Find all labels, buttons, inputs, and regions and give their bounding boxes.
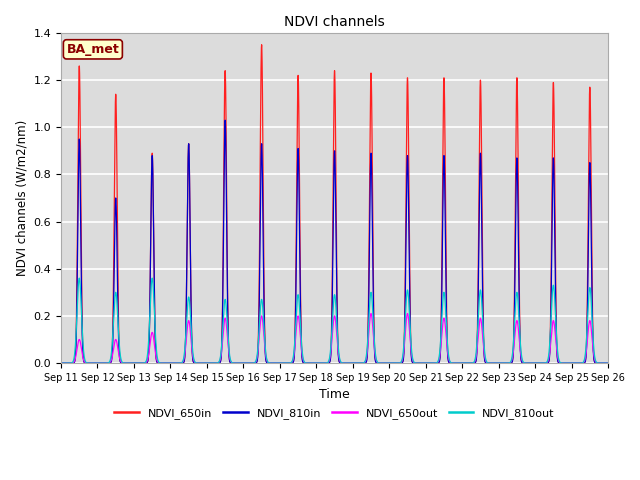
NDVI_810in	[548, 261, 556, 266]
Title: NDVI channels: NDVI channels	[284, 15, 385, 29]
X-axis label: Time: Time	[319, 388, 350, 401]
NDVI_650out	[604, 360, 612, 366]
NDVI_650in	[548, 224, 556, 230]
NDVI_810in	[406, 322, 414, 328]
Line: NDVI_650out: NDVI_650out	[61, 313, 608, 363]
NDVI_650in	[604, 360, 612, 366]
Y-axis label: NDVI channels (W/m2/nm): NDVI channels (W/m2/nm)	[15, 120, 28, 276]
NDVI_810out	[406, 326, 414, 332]
NDVI_810in	[603, 360, 611, 366]
NDVI_650in	[258, 42, 266, 48]
NDVI_650out	[596, 360, 604, 366]
Line: NDVI_810in: NDVI_810in	[61, 120, 608, 363]
NDVI_650in	[57, 360, 65, 366]
NDVI_810in	[57, 360, 65, 366]
Line: NDVI_650in: NDVI_650in	[61, 45, 608, 363]
NDVI_810out	[596, 360, 604, 366]
NDVI_810out	[532, 360, 540, 366]
NDVI_650in	[603, 360, 611, 366]
NDVI_650in	[303, 360, 311, 366]
NDVI_650in	[532, 360, 540, 366]
NDVI_810in	[221, 117, 229, 123]
NDVI_650out	[303, 360, 311, 366]
NDVI_650out	[548, 329, 556, 335]
NDVI_810out	[604, 360, 612, 366]
NDVI_810in	[596, 360, 604, 366]
Legend: NDVI_650in, NDVI_810in, NDVI_650out, NDVI_810out: NDVI_650in, NDVI_810in, NDVI_650out, NDV…	[110, 404, 559, 423]
NDVI_810in	[604, 360, 612, 366]
NDVI_810out	[57, 360, 65, 366]
NDVI_650out	[603, 360, 611, 366]
NDVI_810out	[603, 360, 611, 366]
NDVI_810in	[532, 360, 540, 366]
NDVI_650in	[596, 360, 604, 366]
NDVI_810in	[303, 360, 311, 366]
NDVI_650out	[404, 311, 412, 316]
NDVI_810out	[303, 360, 311, 366]
Line: NDVI_810out: NDVI_810out	[61, 278, 608, 363]
NDVI_810out	[76, 275, 83, 281]
NDVI_650out	[406, 337, 414, 343]
NDVI_650out	[532, 360, 540, 366]
Text: BA_met: BA_met	[67, 43, 119, 56]
NDVI_650out	[57, 360, 65, 366]
NDVI_810out	[548, 304, 556, 310]
NDVI_650in	[406, 308, 414, 313]
